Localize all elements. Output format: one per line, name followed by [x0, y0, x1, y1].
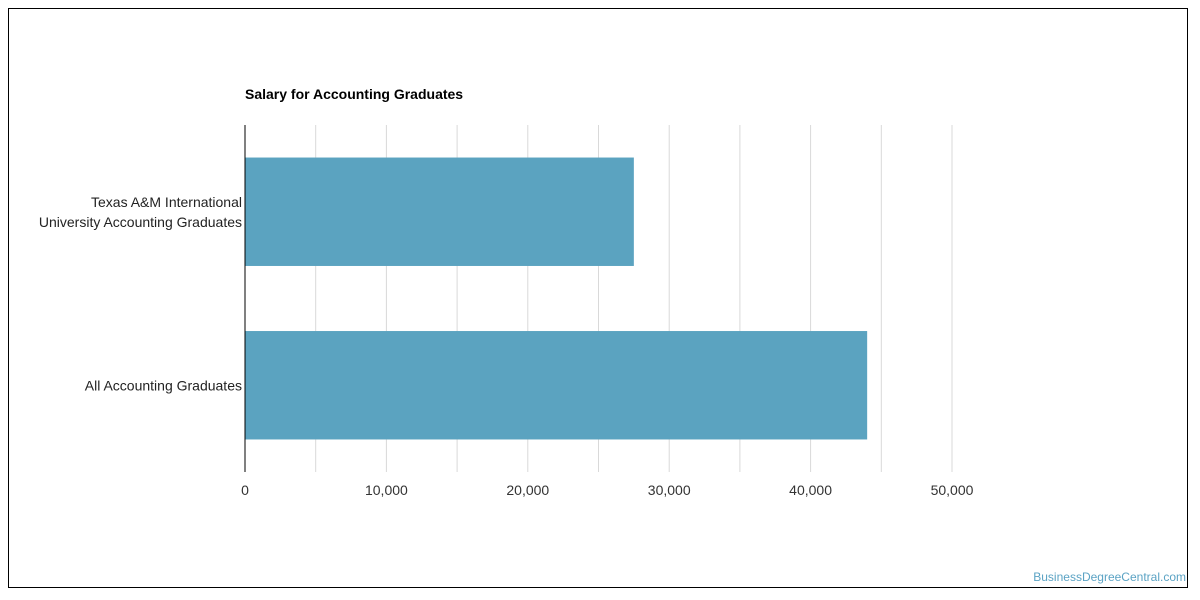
x-tick-labels: 0 10,000 20,000 30,000 40,000 50,000 [241, 482, 974, 498]
x-tick-label: 20,000 [506, 482, 549, 498]
bar [245, 331, 868, 440]
category-label: All Accounting Graduates [85, 377, 242, 393]
category-labels: Texas A&M International University Accoun… [39, 194, 242, 394]
x-tick-label: 30,000 [648, 482, 691, 498]
site-watermark[interactable]: BusinessDegreeCentral.com [1033, 570, 1186, 584]
category-label: Texas A&M International University Accoun… [39, 194, 242, 230]
x-tick-label: 0 [241, 482, 249, 498]
x-tick-label: 40,000 [789, 482, 832, 498]
x-tick-label: 50,000 [931, 482, 974, 498]
chart-title: Salary for Accounting Graduates [245, 86, 463, 102]
bar [245, 157, 634, 266]
bars [245, 157, 868, 440]
x-tick-label: 10,000 [365, 482, 408, 498]
